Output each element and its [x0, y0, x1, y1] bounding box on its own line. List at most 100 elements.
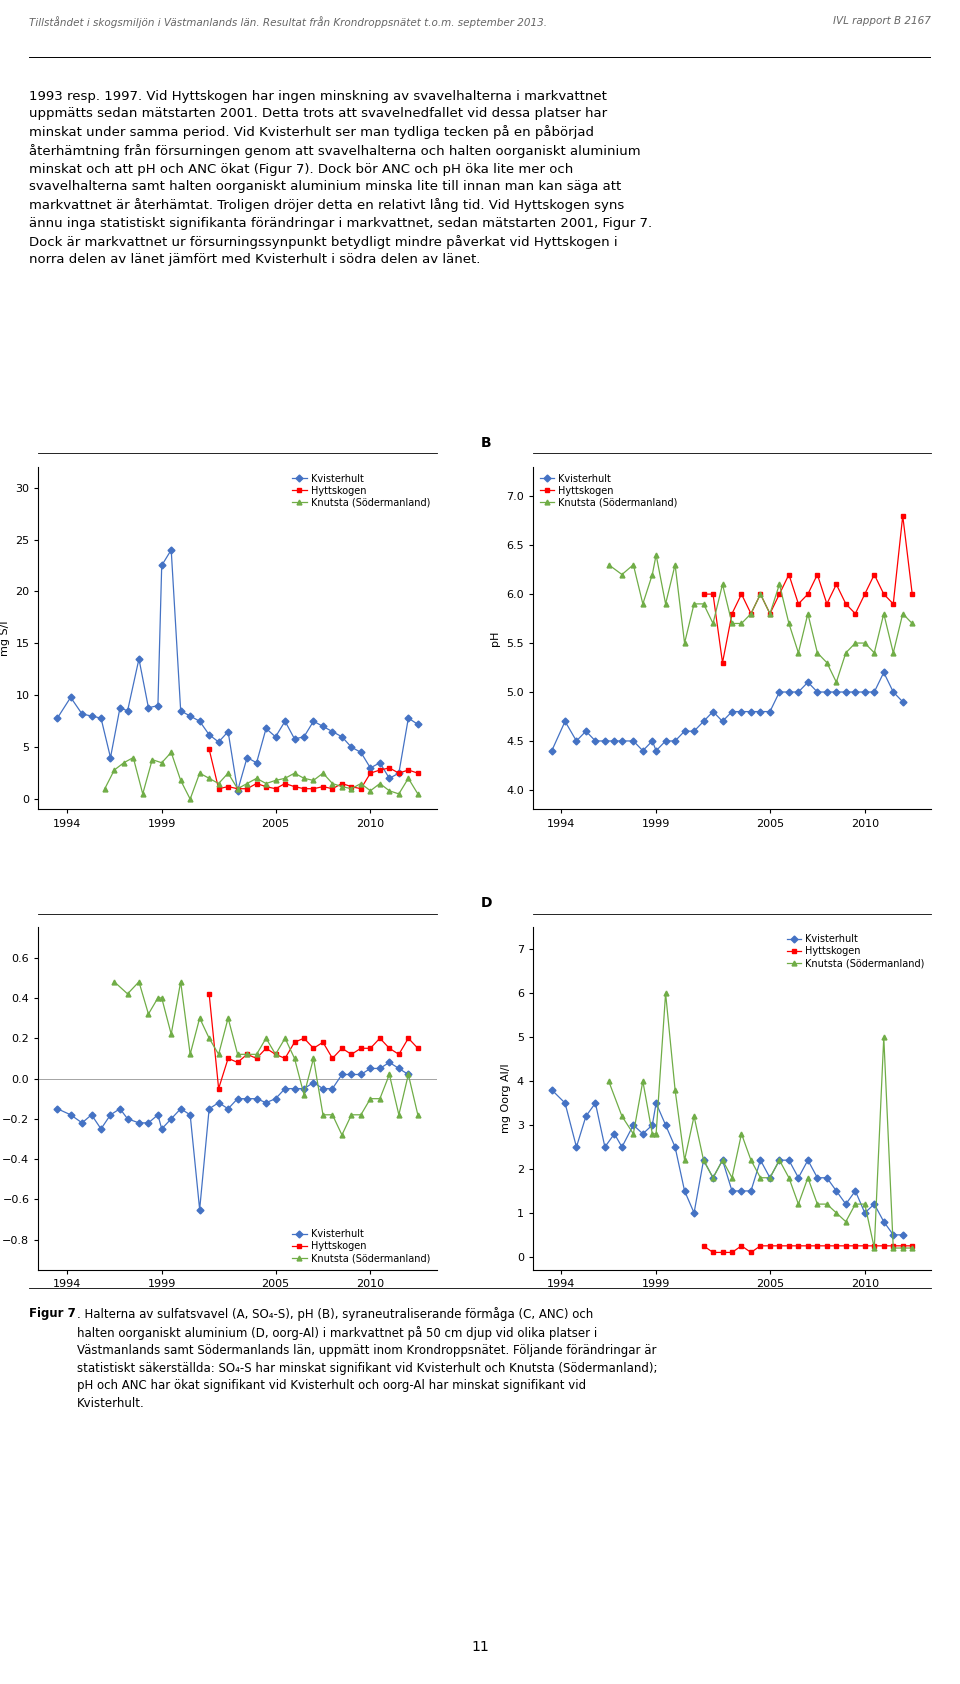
Knutsta (Södermanland) [355, 1105, 367, 1125]
Text: B: B [481, 436, 492, 450]
Knutsta (Södermanland) [637, 1071, 649, 1091]
Kvisterhult [317, 716, 328, 736]
Kvisterhult [412, 714, 423, 734]
Hyttskogen [231, 778, 243, 798]
Knutsta (Södermanland) [821, 1194, 832, 1214]
Hyttskogen [811, 564, 823, 584]
Hyttskogen [355, 1039, 367, 1059]
Kvisterhult [336, 727, 348, 748]
Kvisterhult [650, 741, 661, 761]
Hyttskogen [698, 584, 709, 605]
Kvisterhult [821, 1167, 832, 1187]
Kvisterhult [803, 672, 814, 692]
Kvisterhult [355, 743, 367, 763]
Hyttskogen [859, 1236, 871, 1256]
Knutsta (Södermanland) [628, 1123, 639, 1143]
Knutsta (Södermanland) [412, 783, 423, 803]
Knutsta (Södermanland) [783, 613, 795, 633]
Hyttskogen [412, 1039, 423, 1059]
Kvisterhult [616, 731, 628, 751]
Knutsta (Södermanland) [616, 564, 628, 584]
Kvisterhult [660, 731, 671, 751]
Knutsta (Södermanland) [897, 603, 908, 623]
Hyttskogen [270, 1044, 281, 1064]
Kvisterhult [175, 701, 186, 721]
Hyttskogen [355, 778, 367, 798]
Kvisterhult [231, 1088, 243, 1108]
Kvisterhult [251, 1088, 262, 1108]
Knutsta (Södermanland) [270, 1044, 281, 1064]
Knutsta (Södermanland) [887, 1238, 899, 1258]
Kvisterhult [878, 1211, 890, 1231]
Hyttskogen [850, 1236, 861, 1256]
Line: Kvisterhult: Kvisterhult [55, 1059, 411, 1212]
Knutsta (Södermanland) [859, 1194, 871, 1214]
Kvisterhult [546, 1079, 558, 1100]
Hyttskogen [223, 1047, 234, 1068]
Knutsta (Södermanland) [878, 603, 890, 623]
Line: Kvisterhult: Kvisterhult [549, 1088, 905, 1238]
Knutsta (Södermanland) [688, 1106, 700, 1127]
Hyttskogen [365, 1039, 376, 1059]
Knutsta (Södermanland) [204, 1029, 215, 1049]
Knutsta (Södermanland) [289, 763, 300, 783]
Text: . Halterna av sulfatsvavel (A, SO₄-S), pH (B), syraneutraliserande förmåga (C, A: . Halterna av sulfatsvavel (A, SO₄-S), p… [77, 1307, 658, 1410]
Kvisterhult [270, 1088, 281, 1108]
Kvisterhult [289, 1078, 300, 1098]
Knutsta (Södermanland) [374, 773, 386, 793]
Knutsta (Södermanland) [755, 584, 766, 605]
Line: Knutsta (Södermanland): Knutsta (Södermanland) [103, 749, 420, 802]
Hyttskogen [726, 1243, 737, 1263]
Line: Kvisterhult: Kvisterhult [549, 670, 905, 753]
Kvisterhult [717, 1150, 729, 1170]
Knutsta (Södermanland) [270, 770, 281, 790]
Kvisterhult [878, 662, 890, 682]
Kvisterhult [869, 1194, 880, 1214]
Kvisterhult [783, 1150, 795, 1170]
Knutsta (Södermanland) [133, 972, 145, 992]
Kvisterhult [165, 1108, 177, 1128]
Kvisterhult [65, 687, 77, 707]
Hyttskogen [803, 584, 814, 605]
Kvisterhult [616, 1137, 628, 1157]
Knutsta (Södermanland) [764, 1167, 776, 1187]
Knutsta (Södermanland) [118, 753, 130, 773]
Line: Kvisterhult: Kvisterhult [55, 547, 420, 793]
Knutsta (Södermanland) [811, 1194, 823, 1214]
Knutsta (Södermanland) [231, 778, 243, 798]
Knutsta (Södermanland) [289, 1047, 300, 1068]
Knutsta (Södermanland) [679, 1150, 690, 1170]
Kvisterhult [175, 1098, 186, 1118]
Knutsta (Södermanland) [906, 613, 918, 633]
Kvisterhult [735, 702, 747, 722]
Line: Hyttskogen: Hyttskogen [206, 746, 420, 791]
Kvisterhult [365, 758, 376, 778]
Kvisterhult [580, 1106, 591, 1127]
Kvisterhult [628, 731, 639, 751]
Knutsta (Södermanland) [840, 643, 852, 663]
Knutsta (Södermanland) [175, 770, 186, 790]
Kvisterhult [679, 1180, 690, 1201]
Kvisterhult [355, 1064, 367, 1084]
Hyttskogen [231, 1052, 243, 1073]
Kvisterhult [560, 711, 571, 731]
Kvisterhult [628, 1115, 639, 1135]
Hyttskogen [374, 1029, 386, 1049]
Knutsta (Södermanland) [803, 603, 814, 623]
Hyttskogen [213, 1078, 225, 1098]
Legend: Kvisterhult, Hyttskogen, Knutsta (Södermanland): Kvisterhult, Hyttskogen, Knutsta (Söderm… [290, 1228, 432, 1265]
Knutsta (Södermanland) [365, 781, 376, 802]
Hyttskogen [299, 778, 310, 798]
Kvisterhult [122, 701, 133, 721]
Text: Tillståndet i skogsmiljön i Västmanlands län. Resultat från Krondroppsnätet t.o.: Tillståndet i skogsmiljön i Västmanlands… [29, 17, 547, 29]
Kvisterhult [589, 1093, 601, 1113]
Hyttskogen [346, 1044, 357, 1064]
Knutsta (Södermanland) [793, 643, 804, 663]
Knutsta (Södermanland) [175, 972, 186, 992]
Hyttskogen [878, 1236, 890, 1256]
Kvisterhult [637, 1123, 649, 1143]
Knutsta (Södermanland) [603, 554, 614, 574]
Hyttskogen [317, 1032, 328, 1052]
Kvisterhult [114, 1098, 126, 1118]
Hyttskogen [384, 758, 396, 778]
